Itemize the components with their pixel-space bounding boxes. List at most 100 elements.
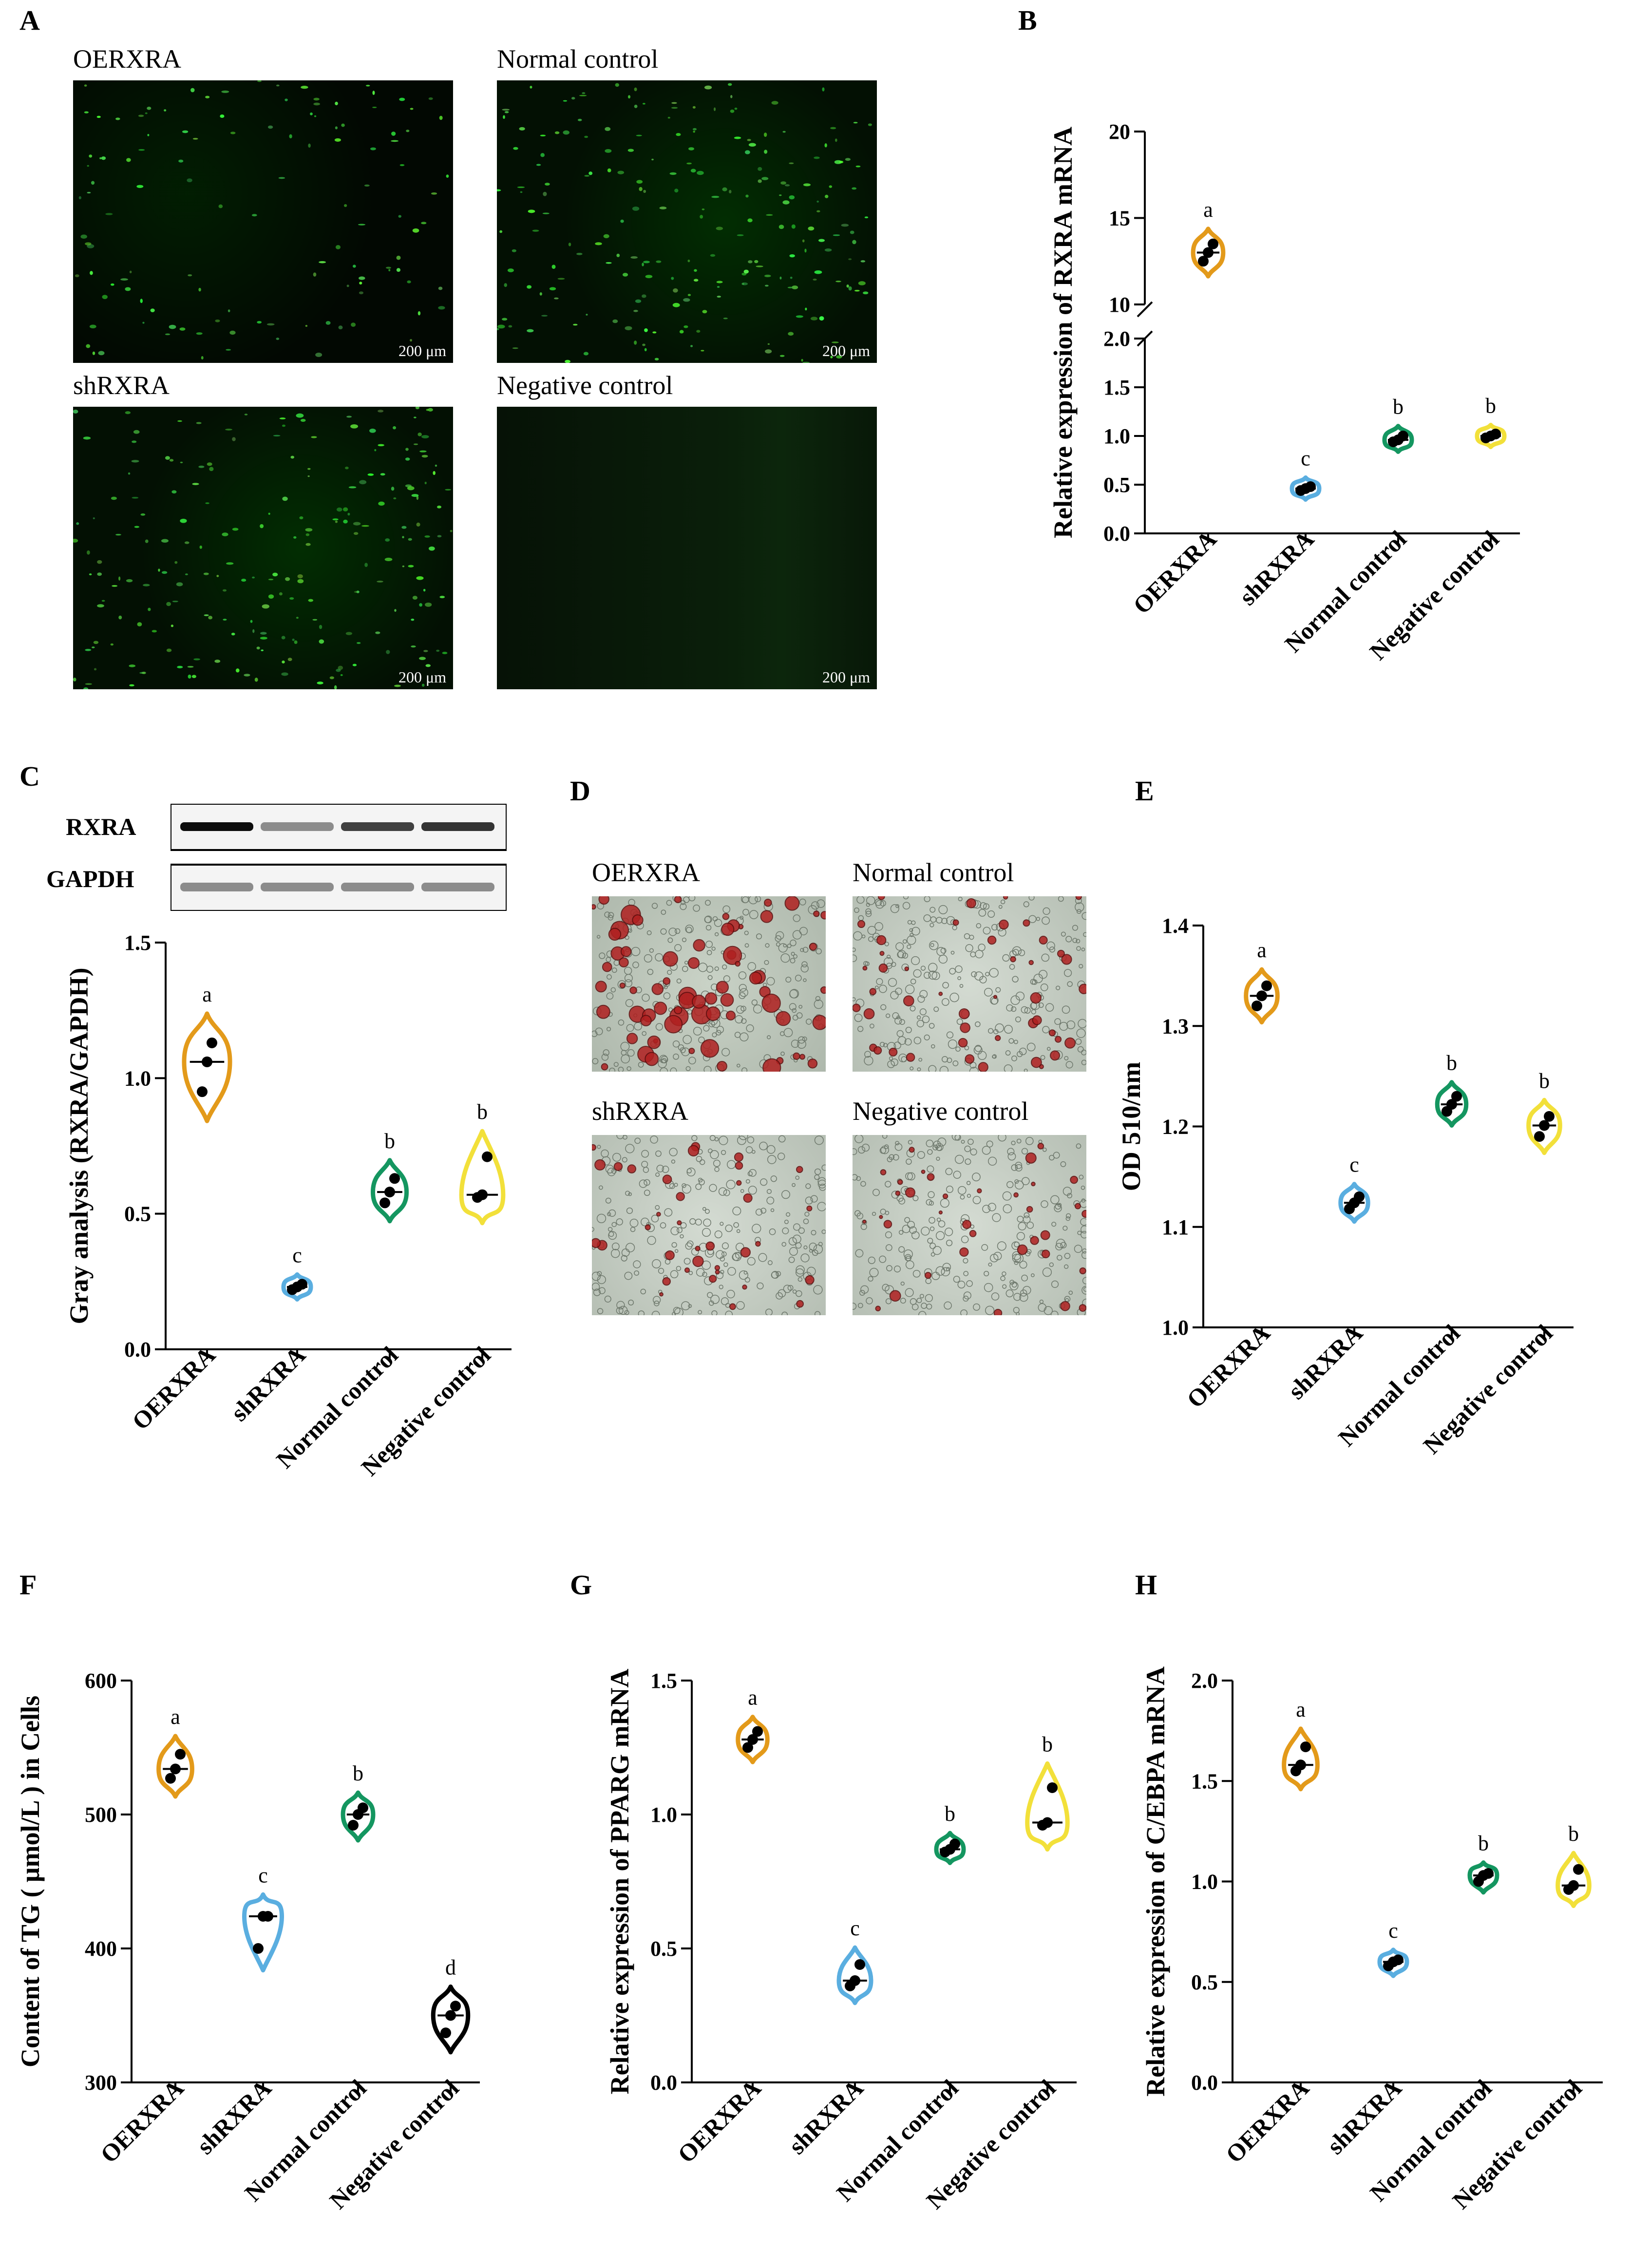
lipid-droplet (662, 1277, 671, 1286)
cell (643, 1167, 649, 1173)
cell (638, 1310, 645, 1315)
cell (911, 1304, 919, 1310)
fluorescent-cell (789, 162, 794, 164)
fluorescent-cell (512, 347, 518, 349)
cell (986, 1140, 993, 1148)
cell (855, 1249, 864, 1258)
fluorescent-cell (639, 187, 643, 191)
cell (611, 1242, 620, 1250)
fluorescent-cell (182, 130, 189, 133)
cell (932, 1246, 942, 1255)
axis-break-mark (1137, 301, 1153, 318)
cell (711, 946, 716, 951)
fluorescent-cell (205, 502, 209, 504)
significance-letter: b (1539, 1069, 1550, 1093)
fluorescent-cell (294, 640, 298, 644)
cell (799, 898, 806, 906)
fluorescent-cell (730, 109, 735, 113)
cell (961, 1235, 969, 1244)
cell (712, 1032, 717, 1038)
cell (944, 1228, 953, 1236)
lipid-droplet (909, 1147, 915, 1153)
cell (816, 899, 825, 908)
fluorescent-cell (85, 649, 92, 651)
fluorescent-cell (554, 297, 559, 300)
fluorescent-cell (686, 162, 692, 165)
fluorescent-cell (145, 539, 149, 543)
cell (747, 1171, 753, 1176)
y-axis-label: OD 510/nm (1117, 1062, 1146, 1191)
fluorescent-cell (421, 683, 425, 687)
significance-letter: b (1042, 1732, 1053, 1756)
cell (719, 1285, 723, 1289)
fluorescence-image-negative-control: 200 μm (497, 407, 877, 689)
cell (853, 997, 856, 1002)
cell (660, 928, 667, 935)
fluorescent-cell (198, 465, 205, 468)
fluorescent-cell (399, 164, 405, 167)
lipid-droplet (688, 1047, 695, 1055)
cell (699, 1179, 705, 1186)
fluorescent-cell (654, 358, 659, 360)
lipid-droplet (720, 993, 734, 1007)
panel-letter-f: F (19, 1569, 37, 1601)
cell (781, 1190, 790, 1199)
fluorescent-cell (616, 253, 620, 257)
cell (1021, 1177, 1030, 1186)
cell (604, 911, 610, 918)
cell (944, 1301, 952, 1310)
cell (936, 1217, 941, 1222)
cell (865, 908, 872, 915)
fluorescent-cell (359, 276, 365, 280)
cell (1015, 1164, 1023, 1172)
violin-shrxra (1377, 1947, 1409, 1978)
fluorescent-cell (96, 115, 101, 118)
fluorescent-cell (829, 185, 833, 188)
cell (1053, 1152, 1060, 1159)
fluorescent-cell (503, 115, 505, 119)
fluorescent-cell (129, 684, 134, 687)
fluorescent-cell (716, 281, 723, 284)
lipid-droplet (602, 962, 612, 972)
fluorescent-cell (791, 285, 798, 289)
fluorescent-cell (384, 557, 393, 562)
cell (908, 1140, 913, 1145)
cell (963, 1291, 971, 1300)
cell (913, 969, 922, 978)
cell (625, 999, 634, 1007)
cell (865, 910, 872, 917)
cell (975, 1021, 981, 1027)
cell (767, 1155, 777, 1164)
lipid-droplet (809, 943, 817, 951)
fluorescent-cell (417, 433, 422, 436)
cell (789, 1003, 797, 1011)
cell (790, 958, 796, 964)
fluorescent-cell (692, 128, 697, 131)
cell (973, 1303, 980, 1311)
fluorescent-cell (606, 262, 612, 264)
cell (804, 1211, 810, 1217)
data-point (1483, 1868, 1494, 1879)
data-point (1261, 980, 1272, 991)
fluorescent-cell (419, 657, 426, 660)
cell (760, 1178, 768, 1186)
fluorescent-cell (642, 343, 645, 346)
fluorescent-cell (764, 274, 771, 277)
cell (790, 939, 797, 946)
data-point (1490, 429, 1501, 439)
fluorescent-cell (540, 153, 545, 157)
cell (649, 948, 654, 953)
fluorescent-cell (673, 288, 678, 293)
cell (982, 1146, 991, 1155)
cell (893, 1266, 901, 1273)
cell (1014, 1253, 1024, 1263)
cell (1009, 964, 1015, 970)
fluorescent-cell (702, 310, 707, 314)
fluorescent-cell (630, 256, 638, 259)
fluorescent-cell (394, 609, 397, 612)
fluorescent-cell (779, 276, 782, 280)
significance-letter: c (258, 1863, 268, 1887)
data-point (202, 1056, 212, 1067)
cell (961, 1140, 965, 1144)
cell (611, 967, 617, 973)
